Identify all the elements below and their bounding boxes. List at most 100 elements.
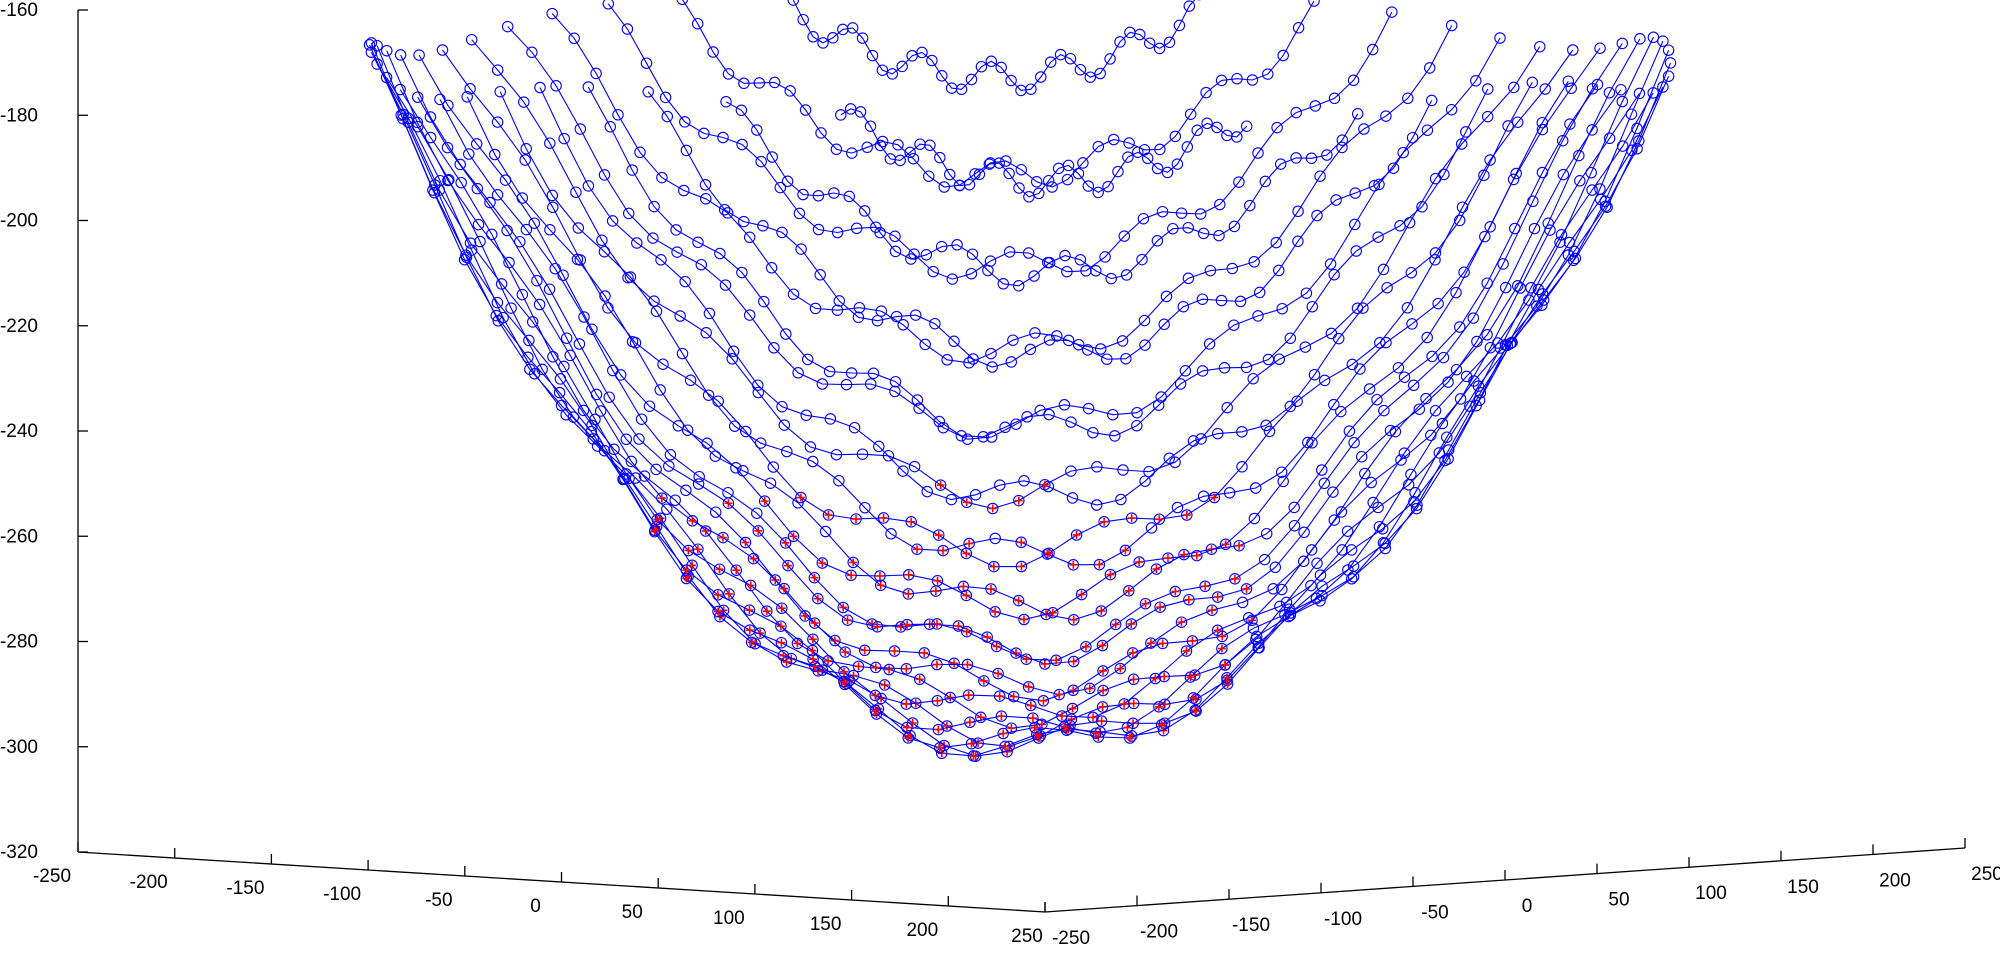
data-point-blue [752,386,765,399]
data-point-blue [888,645,901,657]
data-point-blue [1403,216,1416,229]
data-point-blue [371,39,383,52]
data-point-blue [850,513,862,525]
data-point-blue [1275,466,1288,478]
data-point-blue [1450,363,1463,376]
data-point-red [1034,734,1043,743]
data-point-blue [913,402,925,415]
data-point-blue [923,170,935,182]
data-point-blue [1062,159,1075,172]
data-point-blue [819,525,832,538]
data-point-blue [1036,718,1048,731]
data-point-blue [1143,37,1156,49]
data-point-blue [1542,217,1554,230]
data-point-blue [1123,137,1135,149]
y-tick-label: 150 [1787,877,1819,898]
data-point-blue [1042,256,1054,269]
series-line [466,84,1598,621]
data-point-blue [1072,338,1085,351]
data-point-blue [693,470,705,483]
data-point-blue [778,582,790,595]
data-point-blue [1556,134,1569,147]
data-point-blue [1231,131,1243,143]
data-point-blue [1233,539,1245,552]
data-point-red [999,729,1008,738]
y-tick-label: -100 [1324,909,1362,930]
data-point-blue [913,673,926,686]
data-point-blue [799,104,812,116]
data-point-blue [514,235,526,248]
data-point-red [653,515,662,524]
data-point-red [879,513,888,522]
y-tick-label: 250 [1971,864,2000,885]
data-point-red [818,559,827,568]
data-point-blue [985,347,997,360]
data-point-blue [520,143,532,155]
data-point-blue [1346,358,1359,371]
data-point-red [1085,684,1094,693]
data-point-blue [960,496,973,509]
data-point-blue [1218,362,1231,374]
data-point-blue [1153,42,1166,55]
data-point-blue [1190,705,1202,717]
data-point-blue [1179,365,1192,377]
data-point-blue [1018,475,1030,487]
data-point-red [1052,656,1061,665]
data-point-blue [1214,198,1226,211]
data-point-blue [846,22,859,34]
data-point-blue [520,223,533,236]
data-point-blue [738,215,750,228]
data-point-red [718,533,727,542]
data-point-blue [754,627,766,639]
data-point-blue [1557,168,1570,181]
data-point-red [1222,673,1231,682]
data-point-blue [1276,302,1288,315]
data-point-blue [363,39,376,51]
data-point-blue [799,610,811,622]
data-point-blue [586,323,598,335]
data-point-blue [1182,221,1194,234]
data-point-blue [1054,48,1067,61]
data-point-blue [1484,154,1496,166]
data-point-red [780,584,789,593]
data-point-blue [1305,152,1318,165]
data-point-blue [1022,681,1035,693]
data-point-blue [1030,176,1043,188]
data-point-blue [1047,606,1059,619]
data-point-blue [1330,194,1342,206]
data-point-blue [1252,310,1264,322]
data-point-blue [761,605,773,617]
data-point-blue [491,189,504,201]
data-point-blue [491,116,504,128]
data-point-red [1171,587,1180,596]
data-point-blue [1335,506,1348,518]
data-point-blue [1318,374,1331,387]
data-point-blue [1115,493,1127,506]
data-point-blue [1029,721,1041,734]
data-point-blue [743,604,756,616]
data-point-blue [1387,162,1400,174]
data-point-blue [1297,555,1310,568]
data-point-blue [703,307,716,320]
data-point-red [1017,538,1026,547]
data-point-blue [869,689,881,702]
data-point-red [962,498,971,507]
data-point-blue [1318,477,1331,490]
data-point-blue [1178,548,1190,561]
data-point-blue [516,288,529,301]
data-point-blue [1205,543,1218,555]
data-point-blue [1213,229,1225,242]
data-point-blue [698,127,710,140]
data-point-blue [1098,516,1110,528]
data-point-blue [882,450,895,462]
data-point-blue [1153,701,1165,713]
data-point-red [1179,550,1188,559]
data-point-blue [777,649,790,662]
data-point-blue [962,689,975,701]
data-point-blue [699,179,712,191]
data-point-blue [1171,158,1184,170]
data-point-blue [1248,256,1260,268]
data-point-blue [413,49,425,61]
data-point-blue [1039,478,1051,491]
data-point-blue [1022,247,1035,259]
